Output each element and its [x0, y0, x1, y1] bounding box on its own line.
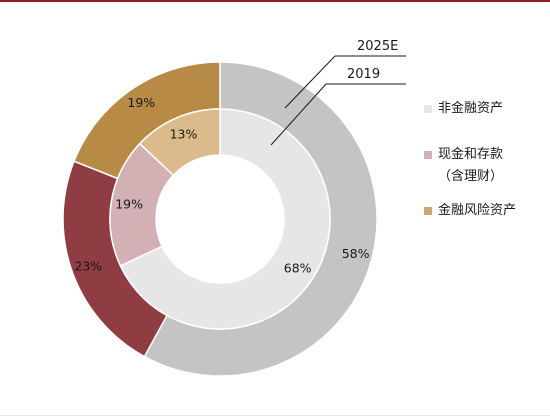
legend-item-financial-risk-assets: 金融风险资产	[424, 200, 546, 222]
legend-item-non-financial-assets: 非金融资产	[424, 98, 546, 120]
legend-swatch-non-financial-assets	[424, 105, 432, 113]
legend-label-cash-deposits-line2: （含理财）	[438, 169, 504, 184]
year-label-2025e-leader	[284, 55, 336, 109]
inner-label-financial-risk-assets: 13%	[170, 127, 198, 142]
inner-slice-financial-risk-assets	[138, 108, 221, 177]
inner-label-cash-deposits: 19%	[115, 197, 143, 212]
inner-label-non-financial-assets: 68%	[284, 260, 312, 275]
legend-swatch-financial-risk-assets	[424, 207, 432, 215]
legend-swatch-cash-deposits	[424, 151, 432, 159]
inner-slice-non-financial-assets	[119, 108, 331, 330]
inner-ring	[109, 108, 331, 330]
year-label-2019: 2019	[347, 67, 380, 82]
legend-item-cash-deposits: 现金和存款 （含理财）	[424, 144, 546, 188]
legend-label-financial-risk-assets: 金融风险资产	[438, 203, 517, 218]
legend-label-cash-deposits-line1: 现金和存款	[438, 147, 504, 162]
nested-donut-chart: 58% 23% 19% 68% 19% 13% 2025E 2019	[62, 39, 406, 377]
legend-label-non-financial-assets: 非金融资产	[438, 101, 504, 116]
year-label-2019-leader	[270, 83, 327, 146]
percentage-labels: 58% 23% 19% 68% 19% 13%	[74, 95, 369, 275]
bottom-rule	[0, 415, 550, 416]
outer-label-non-financial-assets: 58%	[342, 246, 370, 261]
top-rule	[0, 0, 550, 2]
legend: 非金融资产 现金和存款 （含理财） 金融风险资产	[424, 98, 546, 222]
year-label-2025e: 2025E	[357, 39, 398, 54]
outer-label-financial-risk-assets: 19%	[127, 95, 155, 110]
outer-label-cash-deposits: 23%	[74, 258, 102, 273]
